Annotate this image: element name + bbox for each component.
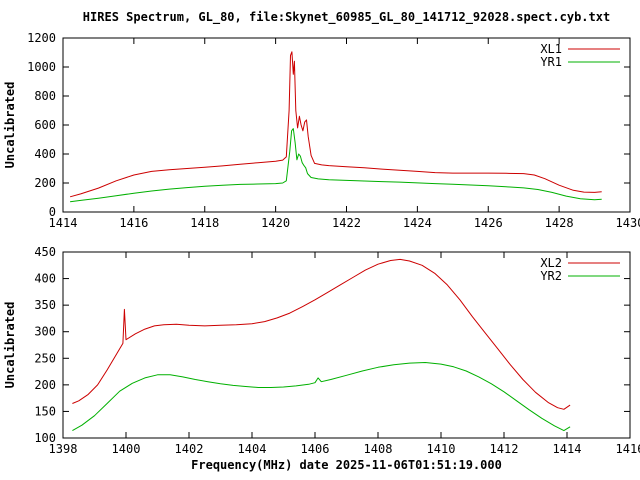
- chart-title: HIRES Spectrum, GL_80, file:Skynet_60985…: [82, 10, 611, 24]
- y-tick-label: 200: [34, 176, 56, 190]
- series-line-yr2: [72, 362, 571, 432]
- panel-bottom: 1398 1400 1402 1404 1406 1408 1410 1412 1414 1416…: [3, 245, 640, 472]
- series-line-xl2: [72, 258, 571, 410]
- y-tick-label: 600: [34, 118, 56, 132]
- y-axis-label: Uncalibrated: [3, 302, 17, 389]
- x-tick-label: 1424: [403, 216, 432, 230]
- x-tick-label: 1428: [545, 216, 574, 230]
- x-tick-label: 1402: [175, 442, 204, 456]
- x-tick-label: 1398: [49, 442, 78, 456]
- x-tick-label: 1410: [427, 442, 456, 456]
- x-tick-label: 1408: [364, 442, 393, 456]
- x-axis-label: Frequency(MHz) date 2025-11-06T01:51:19.…: [191, 458, 502, 472]
- y-tick-label: 1200: [27, 31, 56, 45]
- y-tick-label: 450: [34, 245, 56, 259]
- y-tick-label: 400: [34, 272, 56, 286]
- x-tick-label: 1406: [301, 442, 330, 456]
- y-tick-label: 300: [34, 325, 56, 339]
- legend-label-yr2: YR2: [540, 269, 562, 283]
- x-tick-label: 1420: [261, 216, 290, 230]
- plot-border: [62, 251, 631, 439]
- x-tick-label: 1404: [238, 442, 267, 456]
- y-tick-label: 200: [34, 378, 56, 392]
- legend-label-xl2: XL2: [540, 256, 562, 270]
- x-tick-label: 1400: [112, 442, 141, 456]
- x-tick-label: 1426: [474, 216, 503, 230]
- series-line-yr1: [70, 128, 602, 203]
- x-tick-label: 1418: [190, 216, 219, 230]
- y-tick-label: 0: [49, 205, 56, 219]
- x-tick-label: 1414: [553, 442, 582, 456]
- y-tick-label: 1000: [27, 60, 56, 74]
- y-axis-label: Uncalibrated: [3, 82, 17, 169]
- y-tick-label: 800: [34, 89, 56, 103]
- y-tick-label: 100: [34, 431, 56, 445]
- y-tick-label: 400: [34, 147, 56, 161]
- legend-label-xl1: XL1: [540, 42, 562, 56]
- y-tick-label: 250: [34, 351, 56, 365]
- x-tick-label: 1414: [49, 216, 78, 230]
- x-tick-label: 1416: [616, 442, 640, 456]
- y-tick-label: 350: [34, 298, 56, 312]
- x-tick-label: 1422: [332, 216, 361, 230]
- x-tick-label: 1416: [119, 216, 148, 230]
- x-tick-label: 1412: [490, 442, 519, 456]
- series-line-xl1: [69, 51, 602, 198]
- legend-label-yr1: YR1: [540, 55, 562, 69]
- y-tick-label: 150: [34, 404, 56, 418]
